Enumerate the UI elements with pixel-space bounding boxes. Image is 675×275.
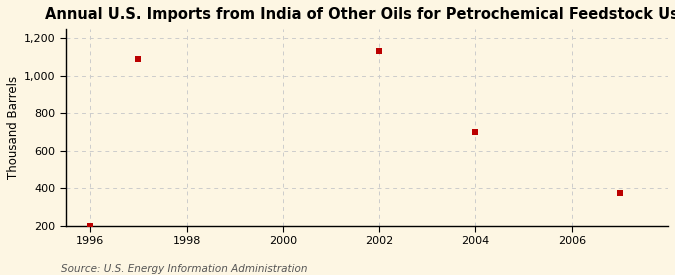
Title: Annual U.S. Imports from India of Other Oils for Petrochemical Feedstock Use: Annual U.S. Imports from India of Other … xyxy=(45,7,675,22)
Point xyxy=(85,224,96,228)
Point xyxy=(470,130,481,134)
Point xyxy=(374,49,385,53)
Point xyxy=(614,191,625,195)
Y-axis label: Thousand Barrels: Thousand Barrels xyxy=(7,76,20,179)
Point xyxy=(133,56,144,61)
Text: Source: U.S. Energy Information Administration: Source: U.S. Energy Information Administ… xyxy=(61,264,307,274)
